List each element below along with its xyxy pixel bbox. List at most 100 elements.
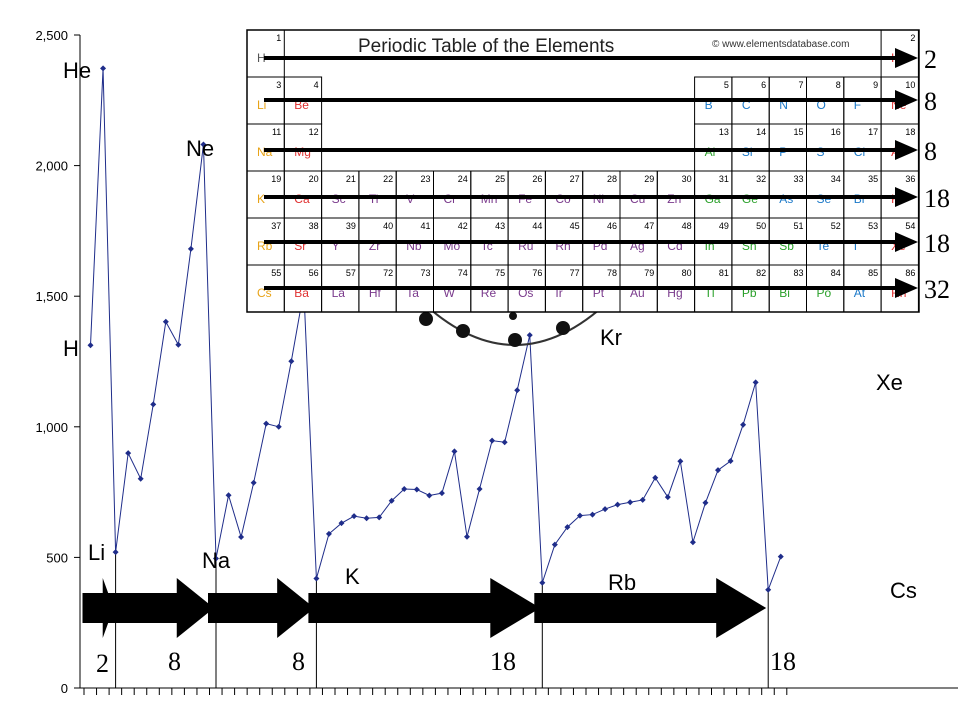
electron-shell-diagram: [419, 299, 611, 347]
atomic-number: 78: [607, 268, 617, 278]
y-tick-label: 2,500: [35, 28, 68, 43]
data-point: [664, 494, 671, 501]
atomic-number: 26: [532, 174, 542, 184]
element-label: He: [63, 58, 91, 83]
period-length-labels: 2 8 8 18 18: [96, 647, 796, 678]
data-point: [614, 501, 621, 508]
atomic-number: 40: [383, 221, 393, 231]
atomic-number: 12: [309, 127, 319, 137]
atomic-number: 29: [644, 174, 654, 184]
atomic-number: 27: [570, 174, 580, 184]
period-arrow: [107, 578, 214, 638]
data-point: [602, 506, 609, 513]
atomic-number: 36: [905, 174, 915, 184]
electron-dot: [509, 312, 517, 320]
atomic-number: 75: [495, 268, 505, 278]
data-point: [589, 511, 596, 518]
element-label: Rb: [608, 570, 636, 595]
data-point: [325, 530, 332, 537]
atomic-number: 44: [532, 221, 542, 231]
atomic-number: 20: [309, 174, 319, 184]
atomic-number: 83: [793, 268, 803, 278]
period-length-label: 8: [168, 647, 181, 676]
element-label: Ne: [186, 136, 214, 161]
element-symbol: B: [705, 98, 713, 112]
data-point: [376, 514, 383, 521]
atomic-number: 1: [276, 33, 281, 43]
data-point: [677, 458, 684, 465]
atomic-number: 82: [756, 268, 766, 278]
atomic-number: 3: [276, 80, 281, 90]
row-arrow-head: [895, 278, 918, 298]
electron-dot: [556, 321, 570, 335]
atomic-number: 10: [905, 80, 915, 90]
data-point: [476, 485, 483, 492]
data-point: [351, 513, 358, 520]
atomic-number: 80: [682, 268, 692, 278]
y-tick-label: 2,000: [35, 159, 68, 174]
atomic-number: 33: [793, 174, 803, 184]
data-point: [639, 496, 646, 503]
atomic-number: 42: [458, 221, 468, 231]
data-point: [187, 245, 194, 252]
element-symbol: H: [257, 51, 266, 65]
element-symbol: N: [779, 98, 788, 112]
atomic-number: 79: [644, 268, 654, 278]
data-point: [627, 499, 634, 506]
atomic-number: 21: [346, 174, 356, 184]
period-arrows: [82, 578, 767, 638]
data-point: [137, 475, 144, 482]
data-point: [702, 499, 709, 506]
element-symbol: Ir: [555, 286, 562, 300]
electron-dot: [419, 312, 433, 326]
data-point: [715, 467, 721, 474]
data-point: [551, 541, 558, 548]
electron-dot: [456, 324, 470, 338]
element-label: Xe: [876, 370, 903, 395]
element-label: Kr: [600, 325, 622, 350]
atomic-number: 50: [756, 221, 766, 231]
atomic-number: 28: [607, 174, 617, 184]
atomic-number: 7: [798, 80, 803, 90]
x-axis-ticks: [83, 688, 788, 695]
periodic-table-inset: Periodic Table of the Elements © www.elem…: [246, 29, 950, 313]
data-point: [501, 439, 508, 446]
data-point: [564, 524, 571, 531]
data-point: [225, 492, 232, 499]
y-tick-label: 1,000: [35, 420, 68, 435]
data-point: [727, 458, 734, 465]
data-point: [426, 492, 433, 499]
data-point: [87, 342, 94, 349]
atomic-number: 73: [420, 268, 430, 278]
data-point: [125, 450, 132, 457]
atomic-number: 81: [719, 268, 729, 278]
atomic-number: 54: [905, 221, 915, 231]
atomic-number: 19: [271, 174, 281, 184]
row-count-label: 32: [924, 275, 950, 304]
period-length-label: 8: [292, 647, 305, 676]
atomic-number: 22: [383, 174, 393, 184]
atomic-number: 45: [570, 221, 580, 231]
atomic-number: 37: [271, 221, 281, 231]
atomic-number: 55: [271, 268, 281, 278]
atomic-number: 43: [495, 221, 505, 231]
row-arrow-head: [895, 187, 918, 207]
atomic-number: 35: [868, 174, 878, 184]
row-count-label: 18: [924, 184, 950, 213]
data-point: [313, 575, 320, 582]
ionization-series: [87, 65, 784, 593]
element-symbol: Y: [332, 239, 340, 253]
data-point: [150, 401, 157, 408]
atomic-number: 31: [719, 174, 729, 184]
data-point: [288, 358, 295, 365]
atomic-number: 85: [868, 268, 878, 278]
element-symbol: Bi: [779, 286, 790, 300]
data-point: [438, 490, 445, 497]
row-arrow-head: [895, 140, 918, 160]
element-label: K: [345, 564, 360, 589]
atomic-number: 48: [682, 221, 692, 231]
atomic-number: 5: [724, 80, 729, 90]
element-symbol: Tl: [705, 286, 715, 300]
atomic-number: 86: [905, 268, 915, 278]
atomic-number: 52: [831, 221, 841, 231]
